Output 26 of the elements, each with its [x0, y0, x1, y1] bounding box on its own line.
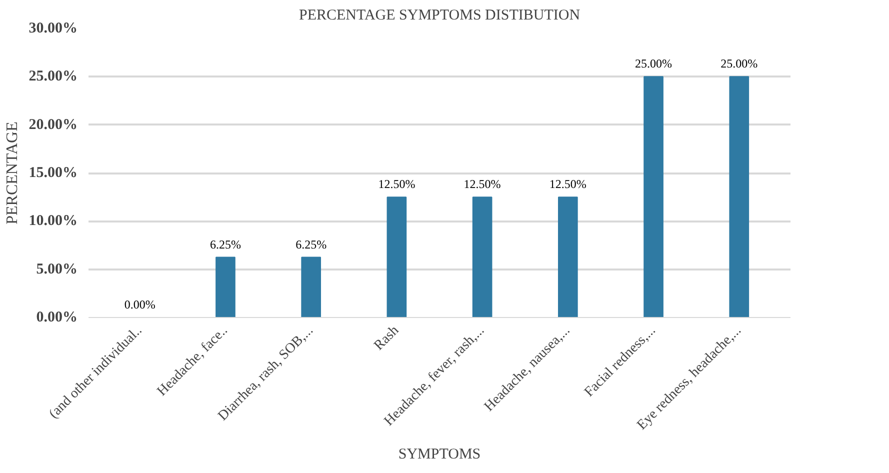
data-label: 6.25% — [296, 237, 327, 252]
bar — [301, 256, 321, 318]
bar — [558, 196, 578, 318]
y-tick-label: 5.00% — [36, 261, 78, 278]
bar — [472, 196, 492, 318]
x-tick-label: Rash — [372, 323, 402, 354]
data-label: 12.50% — [378, 177, 416, 192]
y-tick-label: 30.00% — [28, 20, 78, 36]
bar — [644, 76, 664, 318]
y-tick-label: 10.00% — [28, 213, 78, 230]
y-tick-label: 25.00% — [28, 68, 78, 85]
data-label: 12.50% — [549, 177, 586, 192]
bar — [386, 196, 407, 318]
data-label: 6.25% — [210, 237, 241, 252]
data-label: 0.00% — [124, 298, 156, 312]
y-axis-title: PERCENTAGE — [4, 122, 21, 224]
data-label: 12.50% — [464, 177, 501, 192]
y-tick-label: 20.00% — [28, 116, 78, 133]
x-axis-title: SYMPTOMS — [398, 446, 481, 462]
bar — [216, 256, 236, 318]
bar — [729, 76, 750, 318]
data-label: 25.00% — [720, 56, 758, 71]
y-tick-label: 0.00% — [36, 310, 78, 326]
y-tick-label: 15.00% — [28, 165, 78, 181]
chart-title: PERCENTAGE SYMPTOMS DISTIBUTION — [298, 8, 580, 24]
data-label: 25.00% — [635, 56, 672, 71]
